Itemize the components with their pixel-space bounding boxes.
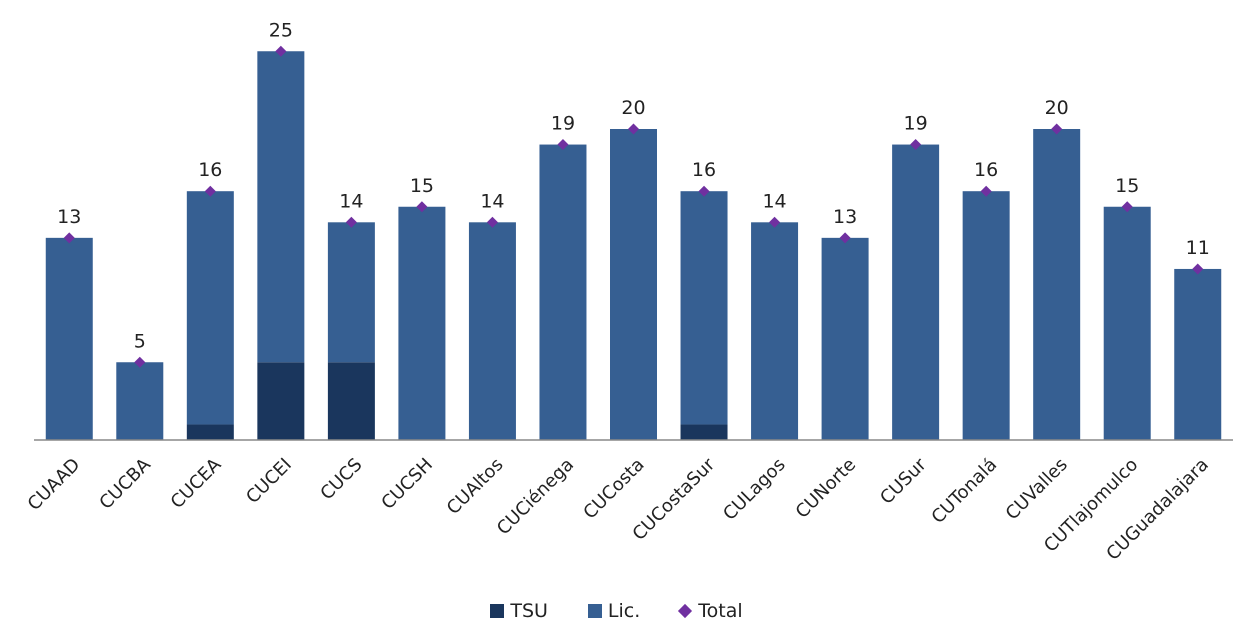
x-tick-label-2: CUCEA bbox=[167, 454, 226, 513]
x-tick-label-5: CUCSH bbox=[377, 454, 437, 514]
bar-lic-2 bbox=[186, 191, 234, 425]
x-tick-label-11: CUNorte bbox=[792, 454, 860, 522]
data-label-15: 15 bbox=[1115, 175, 1139, 197]
total-marker-10 bbox=[769, 216, 781, 228]
x-tick-label-1: CUCBA bbox=[95, 454, 155, 514]
total-marker-14 bbox=[1051, 123, 1063, 135]
total-marker-13 bbox=[980, 185, 992, 197]
data-label-7: 19 bbox=[551, 113, 575, 135]
data-label-2: 16 bbox=[198, 159, 222, 181]
data-label-11: 13 bbox=[833, 206, 857, 228]
x-tick-label-14: CUValles bbox=[1002, 454, 1072, 524]
total-marker-16 bbox=[1192, 263, 1204, 275]
legend: TSU Lic. Total bbox=[0, 598, 1233, 624]
data-label-3: 25 bbox=[269, 19, 293, 41]
legend-item-lic: Lic. bbox=[587, 598, 641, 624]
x-tick-label-10: CULagos bbox=[719, 454, 789, 524]
legend-label-total: Total bbox=[698, 600, 743, 622]
data-label-13: 16 bbox=[974, 159, 998, 181]
data-label-14: 20 bbox=[1045, 97, 1069, 119]
total-marker-9 bbox=[698, 185, 710, 197]
bar-tsu-4 bbox=[327, 362, 375, 440]
bar-tsu-2 bbox=[186, 424, 234, 440]
total-marker-11 bbox=[839, 232, 851, 244]
data-label-0: 13 bbox=[57, 206, 81, 228]
x-tick-label-4: CUCS bbox=[316, 454, 366, 504]
x-tick-label-3: CUCEI bbox=[242, 454, 296, 508]
bar-lic-14 bbox=[1033, 129, 1081, 440]
x-tick-label-12: CUSur bbox=[876, 454, 931, 509]
x-tick-label-0: CUAAD bbox=[24, 454, 85, 515]
data-label-5: 15 bbox=[410, 175, 434, 197]
x-tick-label-8: CUCosta bbox=[579, 454, 648, 523]
legend-swatch-lic bbox=[587, 604, 602, 618]
x-tick-label-6: CUAltos bbox=[443, 454, 508, 519]
data-label-12: 19 bbox=[904, 113, 928, 135]
bar-lic-16 bbox=[1174, 268, 1222, 440]
bar-lic-1 bbox=[116, 362, 164, 440]
total-marker-15 bbox=[1121, 201, 1133, 213]
total-marker-8 bbox=[628, 123, 639, 135]
bar-lic-0 bbox=[45, 237, 93, 440]
total-marker-7 bbox=[557, 139, 569, 151]
bar-tsu-3 bbox=[257, 362, 305, 440]
data-label-10: 14 bbox=[762, 190, 786, 212]
total-marker-1 bbox=[134, 356, 146, 368]
bar-lic-15 bbox=[1103, 206, 1151, 440]
total-marker-2 bbox=[204, 185, 216, 197]
legend-label-lic: Lic. bbox=[607, 600, 641, 622]
bar-lic-9 bbox=[680, 191, 728, 425]
legend-item-tsu: TSU bbox=[490, 598, 548, 624]
bar-lic-13 bbox=[962, 191, 1010, 440]
chart: 13 CUAAD 5 CUCBA 16 CUCEA 25 CUCEI 14 CUCS 15 CUCSH… bbox=[24, 19, 1233, 565]
legend-marker-total bbox=[678, 603, 693, 619]
data-label-6: 14 bbox=[480, 190, 504, 212]
legend-swatch-tsu bbox=[490, 604, 505, 618]
bar-lic-12 bbox=[892, 144, 940, 441]
bar-tsu-9 bbox=[680, 424, 728, 440]
total-marker-6 bbox=[486, 216, 498, 228]
data-label-16: 11 bbox=[1186, 237, 1210, 259]
data-label-4: 14 bbox=[339, 190, 363, 212]
total-marker-5 bbox=[416, 201, 428, 213]
bar-lic-5 bbox=[398, 206, 446, 440]
bar-lic-4 bbox=[327, 222, 375, 363]
x-tick-label-13: CUTonalá bbox=[928, 454, 1002, 528]
legend-item-total: Total bbox=[678, 598, 743, 624]
data-label-9: 16 bbox=[692, 159, 716, 181]
bar-lic-10 bbox=[751, 222, 799, 440]
bar-lic-11 bbox=[821, 237, 869, 440]
bar-lic-3 bbox=[257, 51, 305, 363]
data-label-8: 20 bbox=[621, 97, 645, 119]
bar-lic-6 bbox=[468, 222, 516, 440]
total-marker-4 bbox=[345, 216, 357, 228]
x-tick-label-7: CUCiénega bbox=[493, 454, 578, 539]
data-label-1: 5 bbox=[134, 330, 146, 352]
total-marker-12 bbox=[910, 139, 922, 151]
legend-label-tsu: TSU bbox=[510, 600, 548, 622]
bar-lic-8 bbox=[610, 129, 657, 440]
bar-lic-7 bbox=[539, 144, 587, 441]
total-marker-3 bbox=[275, 45, 287, 57]
total-marker-0 bbox=[63, 232, 75, 244]
